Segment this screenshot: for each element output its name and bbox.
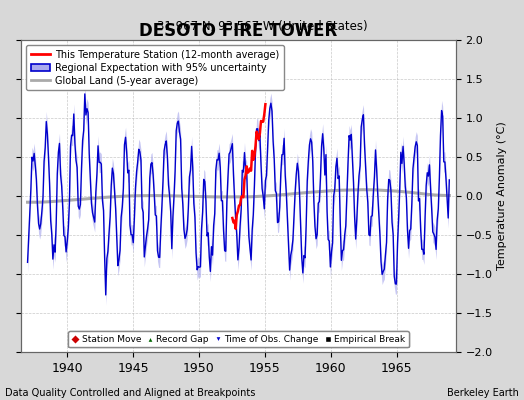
Title: DESOTO FIRE TOWER: DESOTO FIRE TOWER: [139, 22, 337, 40]
Text: 31.967 N, 93.567 W (United States): 31.967 N, 93.567 W (United States): [157, 20, 367, 33]
Text: Berkeley Earth: Berkeley Earth: [447, 388, 519, 398]
Y-axis label: Temperature Anomaly (°C): Temperature Anomaly (°C): [497, 122, 507, 270]
Legend: Station Move, Record Gap, Time of Obs. Change, Empirical Break: Station Move, Record Gap, Time of Obs. C…: [68, 331, 409, 348]
Text: Data Quality Controlled and Aligned at Breakpoints: Data Quality Controlled and Aligned at B…: [5, 388, 256, 398]
